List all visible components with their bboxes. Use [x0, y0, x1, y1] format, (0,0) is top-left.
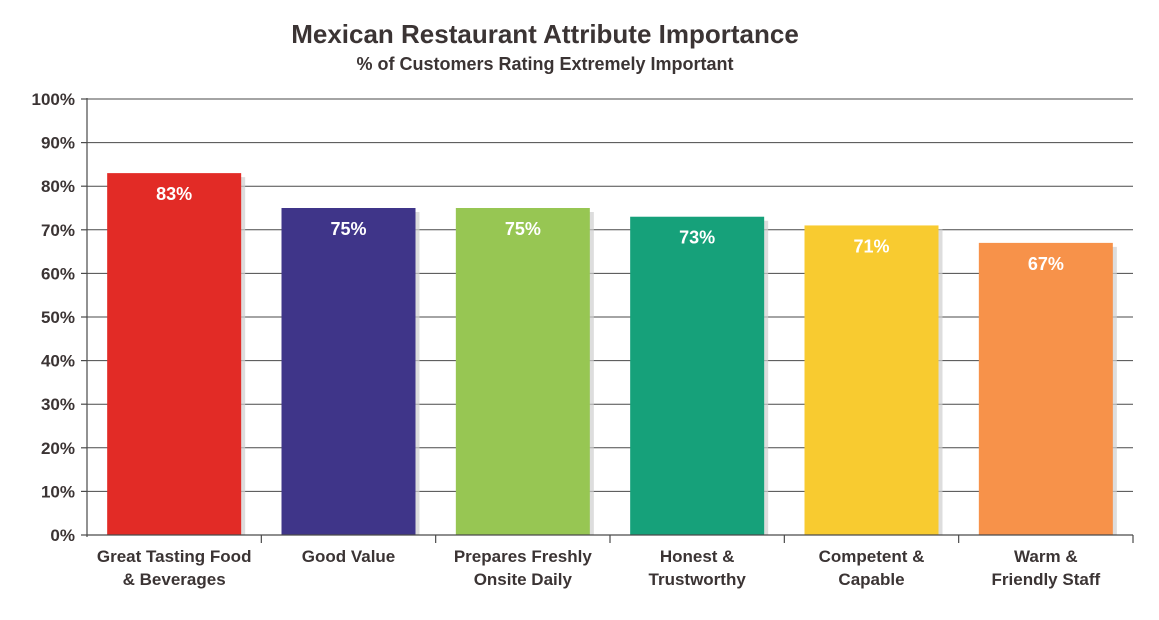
chart-title: Mexican Restaurant Attribute Importance [291, 19, 799, 49]
data-label: 83% [156, 184, 192, 204]
bar [804, 225, 939, 535]
bars [107, 173, 1117, 535]
y-tick-label: 0% [50, 526, 75, 545]
bar [630, 216, 765, 535]
bar [281, 208, 416, 535]
y-tick-label: 50% [41, 308, 75, 327]
x-tick-label: Warm & [1014, 547, 1078, 566]
x-tick-label: Onsite Daily [474, 570, 573, 589]
x-tick-label: Honest & [660, 547, 735, 566]
x-tick-label: Competent & [819, 547, 925, 566]
y-tick-label: 80% [41, 177, 75, 196]
y-tick-label: 10% [41, 482, 75, 501]
y-axis-ticks: 0% 10% 20% 30% 40% 50% 60% 70% 80% 90% 100% [32, 90, 75, 545]
y-tick-label: 70% [41, 221, 75, 240]
data-label: 73% [679, 228, 715, 248]
chart-subtitle: % of Customers Rating Extremely Importan… [356, 54, 733, 74]
y-tick-label: 90% [41, 134, 75, 153]
data-label: 67% [1028, 254, 1064, 274]
x-axis-ticks: Great Tasting Food & Beverages Good Value P… [97, 535, 1134, 589]
y-tick-label: 40% [41, 352, 75, 371]
data-labels: 83% 75% 75% 73% 71% 67% [156, 184, 1064, 274]
x-tick-label: Capable [838, 570, 904, 589]
data-label: 71% [853, 236, 889, 256]
bar [455, 208, 590, 535]
y-tick-label: 60% [41, 264, 75, 283]
x-tick-label: Prepares Freshly [454, 547, 593, 566]
x-tick-label: Trustworthy [649, 570, 747, 589]
y-tick-label: 30% [41, 395, 75, 414]
x-tick-label: & Beverages [123, 570, 226, 589]
bar [978, 242, 1113, 535]
gridlines [81, 98, 1133, 536]
y-tick-label: 100% [32, 90, 75, 109]
x-tick-label: Friendly Staff [992, 570, 1101, 589]
bar [107, 173, 242, 535]
x-tick-label: Good Value [302, 547, 396, 566]
x-tick-label: Great Tasting Food [97, 547, 252, 566]
data-label: 75% [505, 219, 541, 239]
y-tick-label: 20% [41, 439, 75, 458]
data-label: 75% [330, 219, 366, 239]
